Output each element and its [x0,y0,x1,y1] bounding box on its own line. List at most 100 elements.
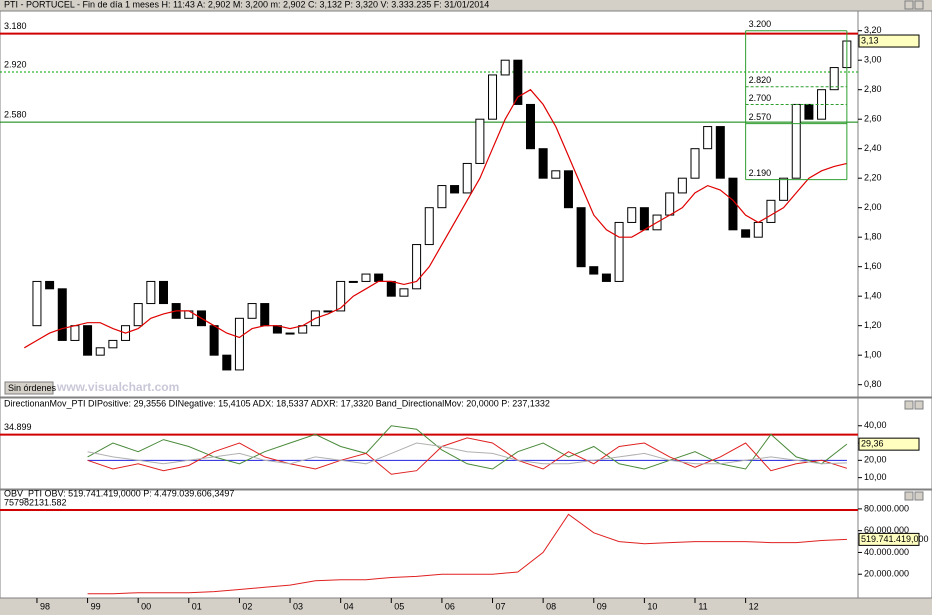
x-tick-label: 03 [293,601,303,611]
candle-body [323,310,333,313]
candle-body [715,126,725,179]
y-tick-label: 2,60 [864,114,882,124]
minimize-button[interactable] [904,491,914,501]
candle-body [627,207,637,223]
series-line [87,513,847,595]
candle-body [424,207,434,246]
x-tick-label: 11 [698,601,707,611]
candle-body [260,303,270,327]
window-buttons [904,0,924,501]
y-tick-label: 80.000.000 [864,503,909,513]
fib-label: 2.820 [749,75,772,85]
minimize-button[interactable] [904,0,914,10]
close-button[interactable] [914,0,924,10]
reference-label: 2.920 [4,59,27,69]
candle-body [412,244,422,290]
reference-label: 757982131.582 [4,497,67,507]
candle-body [361,273,371,282]
x-tick-label: 06 [445,601,455,611]
candle-body [488,74,498,120]
obv-panel [0,489,859,599]
x-tick-label: 07 [496,601,506,611]
orders-button-label: Sin órdenes [8,383,57,393]
close-button[interactable] [914,400,924,410]
y-tick-label: 3,00 [864,55,882,65]
x-tick-label: 05 [394,601,404,611]
orders-button[interactable] [4,381,54,395]
last-value-label: 3,13 [861,35,879,45]
candle-body [804,103,814,120]
y-tick-label: 10,00 [864,472,887,482]
candle-body [601,273,611,282]
price-axis [857,10,932,398]
candle-body [285,332,295,335]
candle-body [703,126,713,150]
candle-body [690,148,700,179]
x-tick-label: 00 [141,601,151,611]
dmi-panel [0,397,859,490]
candle-body [247,303,257,319]
candle-body [133,303,143,327]
candle-body [399,288,409,297]
y-tick-label: 1,20 [864,320,882,330]
candle-body [222,354,232,371]
candle-body [234,317,244,371]
y-tick-label: 20,00 [864,455,887,465]
candle-body [159,280,169,305]
candle-body [32,280,42,327]
last-value-tag [858,532,920,546]
candle-body [386,280,396,297]
moving-average [23,88,848,349]
fib-label: 2.190 [749,168,772,178]
last-value-label: 519.741.419,000 [861,534,929,544]
y-tick-label: 40.000.000 [864,547,909,557]
x-tick-label: 12 [749,601,759,611]
series-line [87,437,848,475]
candle-body [741,229,751,238]
candle-body [462,162,472,194]
fib-label: 3.200 [749,19,772,29]
last-value-tag [858,34,920,48]
x-tick-label: 10 [647,601,657,611]
close-button[interactable] [914,491,924,501]
minimize-button[interactable] [904,400,914,410]
candle-body [665,192,675,216]
y-tick-label: 1,80 [864,232,882,242]
candle-body [475,118,485,164]
candle-body [374,273,384,282]
price-panel [0,10,859,398]
fib-label: 2.700 [749,93,772,103]
candle-body [45,280,55,290]
candle-body [513,59,523,105]
candle-body [728,177,738,231]
y-tick-label: 0,80 [864,379,882,389]
candle-body [563,170,573,209]
candle-body [336,280,346,312]
y-tick-label: 2,80 [864,84,882,94]
watermark: www.visualchart.com [56,380,179,394]
candle-body [551,170,561,179]
candle-body [108,339,118,349]
y-tick-label: 60.000.000 [864,525,909,535]
y-tick-label: 2,20 [864,173,882,183]
candle-body [70,325,80,341]
last-value-label: 29,36 [861,439,884,449]
panel-title: OBV_PTI OBV: 519.741.419,0000 P: 4.479.0… [4,488,234,498]
candle-body [209,325,219,356]
x-tick-label: 01 [192,601,202,611]
candle-body [57,288,67,341]
x-tick-label: 09 [597,601,607,611]
candle-body [779,177,789,201]
candle-body [348,280,358,283]
panel-title: DirectionanMov_PTI DIPositive: 29,3556 D… [4,398,550,408]
x-tick-label: 08 [546,601,556,611]
y-tick-label: 2,40 [864,143,882,153]
x-tick-label: 04 [344,601,354,611]
y-tick-label: 3,20 [864,25,882,35]
reference-label: 34.899 [4,422,32,432]
y-tick-label: 1,60 [864,261,882,271]
y-tick-label: 20.000.000 [864,569,909,579]
x-tick-label: 98 [40,601,50,611]
y-tick-label: 40,00 [864,420,887,430]
